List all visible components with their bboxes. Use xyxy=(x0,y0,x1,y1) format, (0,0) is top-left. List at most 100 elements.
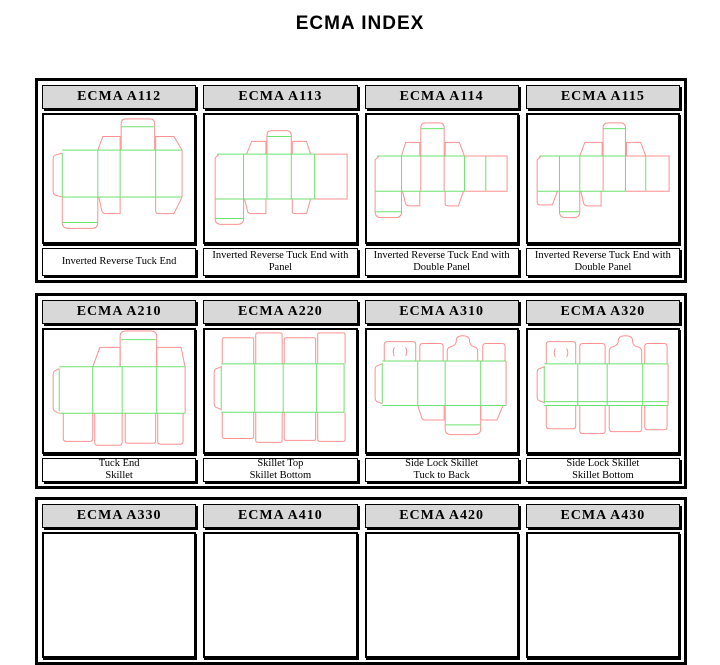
page-title: ECMA INDEX xyxy=(295,13,425,34)
dieline-svg xyxy=(367,330,517,452)
card: ECMA A320 Side Lock Skillet Skillet Botto… xyxy=(525,300,680,482)
cut-line xyxy=(121,119,155,150)
dieline-diagram xyxy=(203,328,358,454)
cut-line xyxy=(375,191,401,217)
cut-line xyxy=(247,141,266,154)
dieline-svg xyxy=(205,115,355,242)
cut-line xyxy=(223,338,254,364)
cut-line xyxy=(53,153,62,197)
cut-line xyxy=(537,367,544,403)
card: ECMA A114 Inverted Reverse Tuck End with … xyxy=(364,85,519,276)
card-caption: Skillet Top Skillet Bottom xyxy=(203,458,358,482)
cut-line xyxy=(384,342,415,361)
cut-line xyxy=(405,347,406,356)
cut-line xyxy=(482,344,504,361)
card-header: ECMA A320 xyxy=(525,300,680,324)
cut-line xyxy=(580,406,605,434)
cut-line xyxy=(644,406,666,430)
cut-line xyxy=(559,191,579,217)
dieline-svg xyxy=(367,115,517,242)
cut-line xyxy=(603,123,625,191)
card-caption: Side Lock Skillet Tuck to Back xyxy=(364,458,519,482)
cut-line xyxy=(546,342,575,364)
cut-line xyxy=(256,412,282,442)
cut-line xyxy=(215,199,243,224)
dieline-svg xyxy=(205,330,355,452)
card-header: ECMA A114 xyxy=(364,85,519,109)
cut-line xyxy=(215,154,219,199)
cut-line xyxy=(581,191,601,206)
card-caption: Inverted Reverse Tuck End with Double Pa… xyxy=(364,248,519,276)
cut-line xyxy=(580,142,602,156)
card: ECMA A420 xyxy=(364,504,519,658)
dieline-diagram xyxy=(364,113,519,244)
dieline-diagram xyxy=(42,328,197,454)
cut-line xyxy=(625,156,669,191)
dieline-diagram xyxy=(364,532,519,658)
cut-line xyxy=(318,412,345,441)
dieline-svg xyxy=(44,115,194,242)
index-rows: ECMA A112 Inverted Reverse Tuck End ECMA A… xyxy=(35,78,687,665)
card-header: ECMA A220 xyxy=(203,300,358,324)
cut-line xyxy=(95,413,122,445)
card-header: ECMA A113 xyxy=(203,85,358,109)
cut-line xyxy=(566,348,567,357)
cut-line xyxy=(537,156,541,191)
card: ECMA A410 xyxy=(203,504,358,658)
dieline-diagram xyxy=(203,532,358,658)
index-row: ECMA A210 Tuck End Skillet ECMA A220 Skille… xyxy=(35,293,687,489)
card-caption: Inverted Reverse Tuck End with Panel xyxy=(203,248,358,276)
card: ECMA A430 xyxy=(525,504,680,658)
card: ECMA A330 xyxy=(42,504,197,658)
cut-line xyxy=(445,191,463,206)
dieline-diagram xyxy=(42,532,197,658)
cut-line xyxy=(98,136,120,150)
card-header: ECMA A210 xyxy=(42,300,197,324)
cut-line xyxy=(580,344,605,364)
cut-line xyxy=(156,197,182,214)
card-header: ECMA A310 xyxy=(364,300,519,324)
card-caption: Inverted Reverse Tuck End xyxy=(42,248,197,276)
dieline-svg xyxy=(44,330,194,452)
cut-line xyxy=(417,406,443,421)
cut-line xyxy=(644,344,666,364)
cut-line xyxy=(93,347,120,366)
index-row: ECMA A112 Inverted Reverse Tuck End ECMA A… xyxy=(35,78,687,283)
card-header: ECMA A410 xyxy=(203,504,358,528)
card: ECMA A310 Side Lock Skillet Tuck to Back xyxy=(364,300,519,482)
cut-line xyxy=(214,367,221,410)
cut-line xyxy=(315,154,347,199)
card-caption: Tuck End Skillet xyxy=(42,458,197,482)
cut-line xyxy=(284,338,315,364)
dieline-diagram xyxy=(525,113,680,244)
cut-line xyxy=(402,191,419,206)
dieline-diagram xyxy=(525,328,680,454)
cut-line xyxy=(53,369,59,414)
cut-line xyxy=(125,413,155,443)
cut-line xyxy=(293,199,311,214)
card-caption: Side Lock Skillet Skillet Bottom xyxy=(525,458,680,482)
cut-line xyxy=(626,142,645,156)
card-header: ECMA A112 xyxy=(42,85,197,109)
cut-line xyxy=(62,197,98,228)
cut-line xyxy=(445,142,464,156)
cut-line xyxy=(293,141,311,154)
cut-line xyxy=(267,131,291,154)
cut-line xyxy=(609,406,641,432)
dieline-svg xyxy=(528,115,678,242)
card: ECMA A113 Inverted Reverse Tuck End with … xyxy=(203,85,358,276)
cut-line xyxy=(420,123,443,191)
card: ECMA A220 Skillet Top Skillet Bottom xyxy=(203,300,358,482)
cut-line xyxy=(375,364,382,404)
cut-line xyxy=(284,412,315,440)
cut-line xyxy=(99,197,120,214)
card-header: ECMA A430 xyxy=(525,504,680,528)
cut-line xyxy=(157,347,185,366)
cut-line xyxy=(318,333,345,364)
cut-line xyxy=(245,199,266,214)
card: ECMA A210 Tuck End Skillet xyxy=(42,300,197,482)
card-caption: Inverted Reverse Tuck End with Double Pa… xyxy=(525,248,680,276)
card: ECMA A112 Inverted Reverse Tuck End xyxy=(42,85,197,276)
cut-line xyxy=(447,336,477,361)
cut-line xyxy=(546,406,575,429)
